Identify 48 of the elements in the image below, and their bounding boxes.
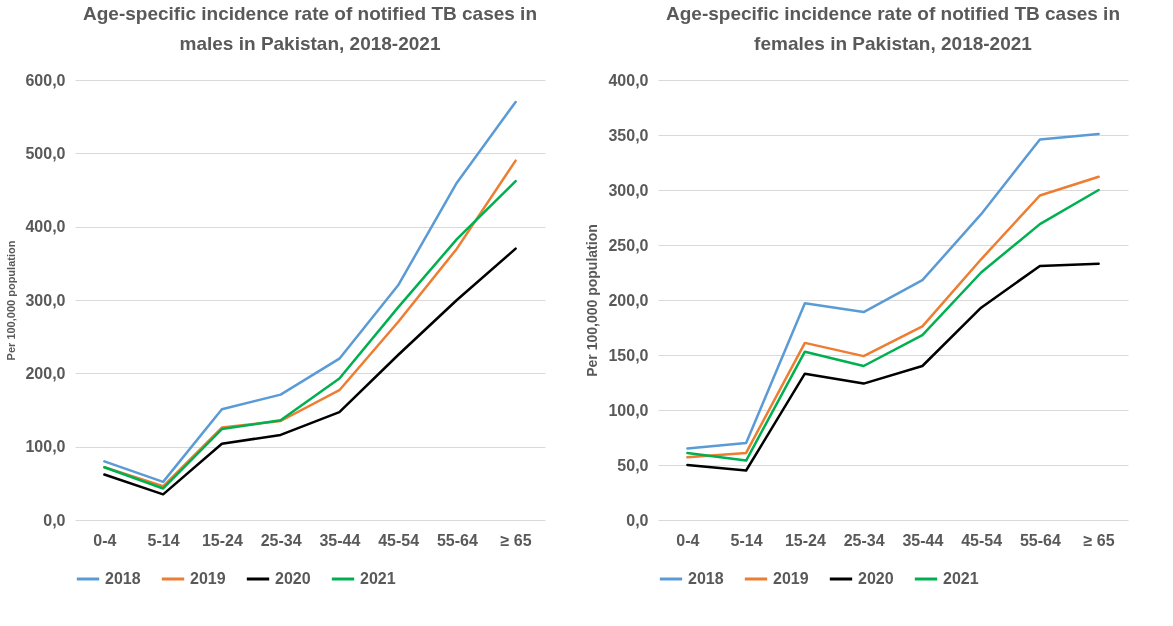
x-tick-label: 45-54 [961, 531, 1003, 549]
y-tick-label: 300,0 [25, 291, 66, 309]
legend-label: 2021 [943, 570, 979, 587]
y-tick-label: 100,0 [25, 438, 66, 456]
x-tick-label: ≥ 65 [500, 531, 532, 549]
legend-label: 2018 [688, 570, 724, 587]
x-tick-label: 15-24 [784, 531, 826, 549]
y-tick-label: 350,0 [608, 126, 649, 144]
x-tick-label: 55-64 [1019, 531, 1061, 549]
legend-label: 2021 [360, 570, 396, 587]
y-tick-label: 50,0 [617, 456, 649, 474]
y-tick-label: 250,0 [608, 236, 649, 254]
line-series [686, 132, 1100, 450]
y-tick-label: 400,0 [608, 71, 649, 89]
x-tick-label: 5-14 [147, 531, 180, 549]
y-tick-label: 300,0 [608, 181, 649, 199]
line-series [103, 247, 517, 496]
y-axis-title: Per 100,000 population [584, 224, 601, 377]
x-tick-label: 35-44 [902, 531, 944, 549]
legend-label: 2020 [275, 570, 311, 587]
x-tick-label: 0-4 [93, 531, 117, 549]
x-tick-label: 55-64 [436, 531, 478, 549]
y-tick-label: 150,0 [608, 346, 649, 364]
line-series [686, 262, 1100, 472]
y-tick-label: 0,0 [43, 511, 66, 529]
x-tick-label: 25-34 [260, 531, 302, 549]
y-tick-label: 200,0 [25, 364, 66, 382]
line-series [103, 100, 517, 484]
y-tick-label: 600,0 [25, 71, 66, 89]
y-tick-label: 500,0 [25, 144, 66, 162]
x-tick-label: ≥ 65 [1083, 531, 1115, 549]
y-tick-label: 200,0 [608, 291, 649, 309]
x-tick-label: 45-54 [378, 531, 420, 549]
legend-label: 2020 [858, 570, 894, 587]
y-axis-title: Per 100,000 population [5, 240, 18, 361]
chart-title: Age-specific incidence rate of notified TB cases in males in Pakistan, 2018-2021 [82, 3, 538, 54]
y-tick-label: 400,0 [25, 218, 66, 236]
legend-label: 2019 [190, 570, 226, 587]
legend-label: 2019 [773, 570, 809, 587]
x-tick-label: 35-44 [319, 531, 361, 549]
x-tick-label: 25-34 [843, 531, 885, 549]
y-tick-label: 100,0 [608, 401, 649, 419]
x-tick-label: 0-4 [676, 531, 700, 549]
x-tick-label: 5-14 [730, 531, 763, 549]
legend-label: 2018 [105, 570, 141, 587]
chart-title: Age-specific incidence rate of notified TB cases in females in Pakistan, 2018-2021 [665, 3, 1121, 54]
y-tick-label: 0,0 [626, 511, 649, 529]
x-tick-label: 15-24 [201, 531, 243, 549]
